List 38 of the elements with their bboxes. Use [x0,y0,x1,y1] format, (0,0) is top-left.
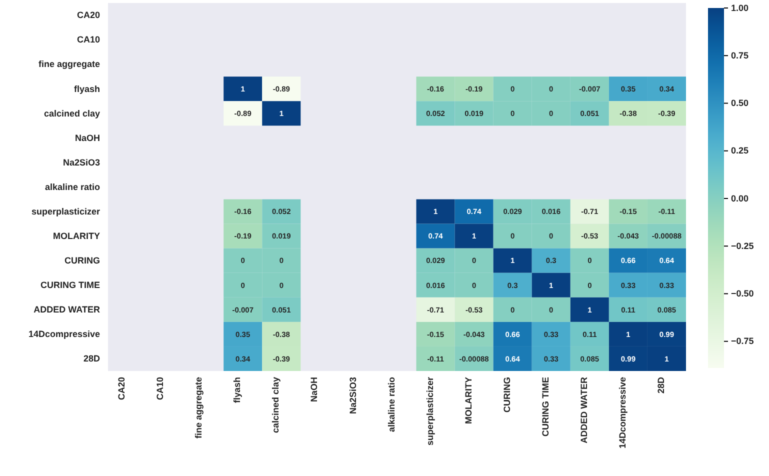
color-bar-label: −0.25 [731,240,754,251]
color-bar-label: −0.50 [731,288,754,299]
y-tick-label: 14Dcompressive [28,329,100,340]
x-tick-label: CA20 [116,377,127,400]
color-bar-label: 0.25 [731,146,749,156]
color-bar-label: 1.00 [731,2,749,13]
x-tick-label: ADDED WATER [578,376,589,444]
x-tick-label: CURING [502,377,512,412]
x-tick-label: CA10 [155,377,166,400]
y-tick-label: NaOH [74,132,100,143]
y-tick-label: flyash [74,84,100,94]
x-tick-label: fine aggregate [194,377,204,439]
y-tick-label: MOLARITY [53,230,100,241]
y-tick-label: CA10 [76,34,100,45]
color-bar-label: −0.75 [731,336,754,346]
y-tick-label: Na2SiO3 [62,157,100,168]
x-tick-label: calcined clay [270,377,281,434]
x-tick-label: MOLARITY [463,377,474,424]
y-tick-label: 28D [83,354,100,364]
color-bar-label: 0.75 [731,50,749,60]
x-tick-label: Na2SiO3 [348,377,358,414]
y-tick-label: superplasticizer [31,206,100,216]
y-tick-label: ADDED WATER [34,304,100,315]
x-tick-label: flyash [232,377,242,404]
y-tick-label: calcined clay [44,108,100,118]
y-tick-label: CA20 [76,10,100,20]
color-bar-label: 0.00 [731,193,749,204]
y-tick-label: CURING [64,255,100,266]
y-tick-label: fine aggregate [38,59,100,70]
y-tick-label: alkaline ratio [44,182,100,192]
x-tick-label: NaOH [309,377,320,402]
x-tick-label: CURING TIME [540,377,550,436]
x-tick-label: alkaline ratio [386,376,396,432]
y-tick-label: CURING TIME [40,280,100,290]
x-tick-label: 14Dcompressive [618,377,628,449]
x-tick-label: 28D [656,376,666,394]
x-tick-label: superplasticizer [424,376,435,446]
color-bar-label: 0.50 [731,98,749,108]
